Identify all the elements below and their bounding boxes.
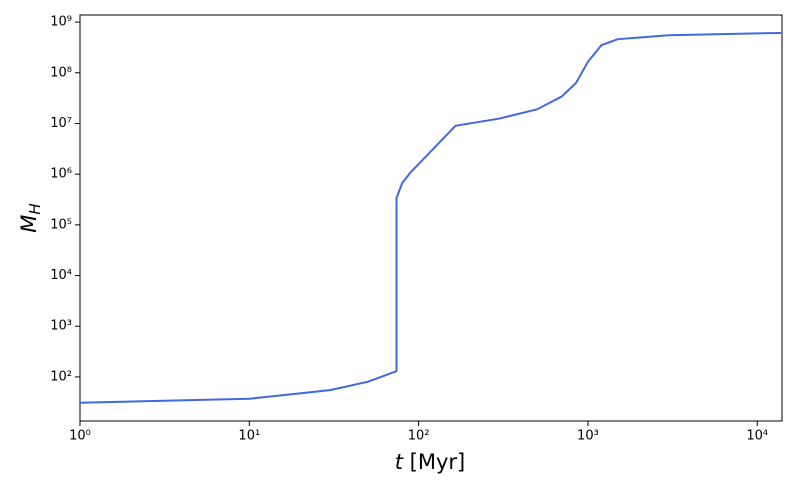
- x-label-unit: [Myr]: [410, 450, 466, 474]
- y-tick-label: 10⁵: [50, 217, 72, 232]
- x-tick-label: 10⁴: [746, 429, 768, 444]
- y-tick-label: 10³: [50, 319, 72, 334]
- y-tick-label: 10⁷: [50, 116, 72, 131]
- y-tick-label: 10²: [50, 369, 72, 384]
- x-tick-label: 10³: [577, 429, 599, 444]
- y-label-sub: H: [26, 203, 44, 214]
- y-tick-label: 10⁸: [50, 65, 72, 80]
- plot-frame: [79, 14, 783, 422]
- data-line: [79, 31, 781, 404]
- x-tick-label: 10²: [408, 429, 430, 444]
- x-label-symbol: t: [395, 450, 404, 474]
- y-tick-label: 10⁶: [50, 167, 72, 182]
- y-tick-label: 10⁹: [50, 15, 72, 30]
- x-axis-label: t [Myr]: [395, 450, 466, 474]
- x-tick-label: 10⁰: [69, 429, 91, 444]
- y-tick-label: 10⁴: [50, 268, 72, 283]
- y-axis-label: MH: [17, 203, 44, 232]
- x-tick-label: 10¹: [238, 429, 260, 444]
- y-label-main: M: [17, 215, 41, 233]
